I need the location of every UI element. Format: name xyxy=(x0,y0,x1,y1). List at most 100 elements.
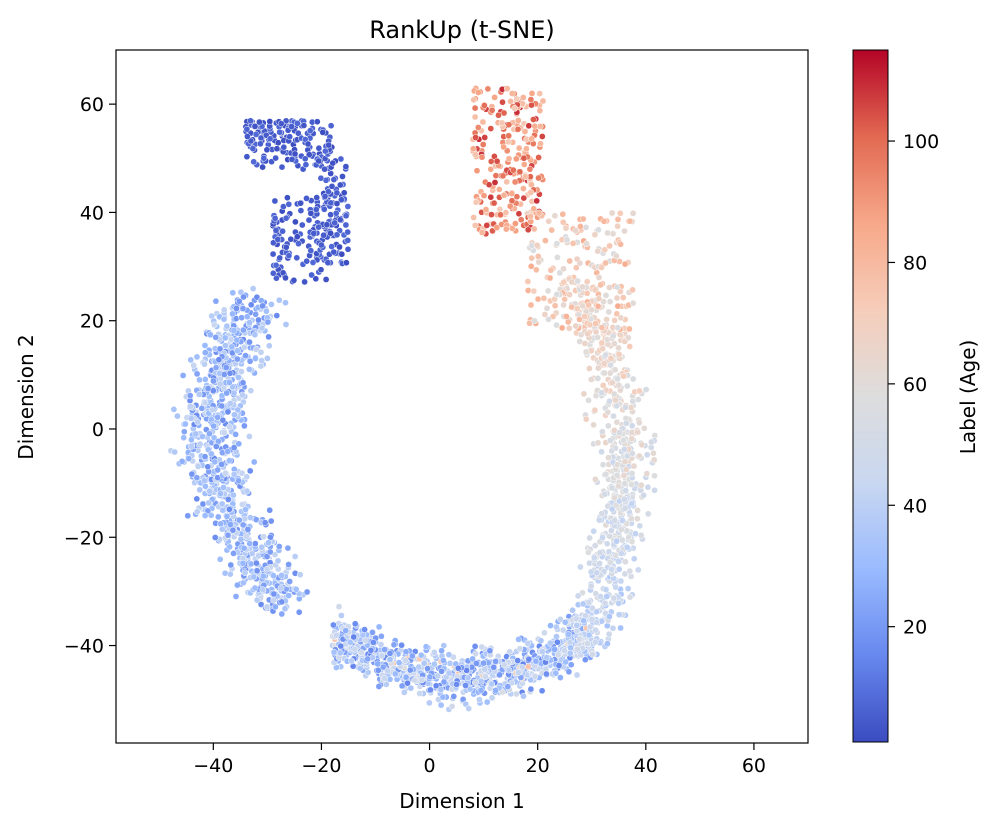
data-point xyxy=(272,261,280,269)
data-point xyxy=(592,320,600,327)
data-point xyxy=(214,513,222,521)
data-point xyxy=(588,615,596,623)
data-point xyxy=(437,701,445,709)
data-point xyxy=(231,411,238,419)
data-point xyxy=(338,612,345,619)
data-point xyxy=(498,119,506,127)
data-point xyxy=(327,229,334,237)
data-point xyxy=(411,676,419,684)
data-point xyxy=(291,150,299,158)
data-point xyxy=(537,637,545,645)
data-point xyxy=(339,173,346,180)
data-point xyxy=(500,143,507,151)
data-point xyxy=(220,371,228,378)
data-point xyxy=(350,633,358,641)
data-point xyxy=(626,217,634,225)
data-point xyxy=(278,572,285,579)
data-point xyxy=(450,693,458,700)
data-point xyxy=(560,265,567,273)
data-point xyxy=(246,467,254,475)
data-point xyxy=(492,687,499,694)
data-point xyxy=(626,593,634,601)
data-point xyxy=(615,558,622,565)
data-point xyxy=(386,650,394,657)
data-point xyxy=(473,660,480,667)
data-point xyxy=(235,374,242,381)
data-point xyxy=(256,118,263,126)
data-point xyxy=(308,271,315,279)
data-point xyxy=(594,375,602,382)
data-point xyxy=(235,298,243,305)
data-point xyxy=(201,453,209,460)
data-point xyxy=(343,259,350,267)
data-point xyxy=(483,222,491,229)
data-point xyxy=(279,227,286,235)
data-point xyxy=(398,682,406,690)
data-point xyxy=(603,540,611,548)
data-point xyxy=(196,376,203,384)
data-point xyxy=(539,97,547,105)
data-point xyxy=(330,648,338,656)
data-point xyxy=(219,506,227,514)
data-point xyxy=(569,606,576,614)
data-point xyxy=(648,438,655,446)
data-point xyxy=(622,558,629,566)
data-point xyxy=(535,209,543,217)
data-point xyxy=(303,588,311,596)
data-point xyxy=(241,515,249,523)
data-point xyxy=(603,316,610,323)
data-point xyxy=(527,96,535,103)
data-point xyxy=(555,662,563,669)
data-point xyxy=(493,157,501,165)
data-point xyxy=(282,299,289,307)
data-point xyxy=(608,447,616,455)
data-point xyxy=(487,193,495,201)
data-point xyxy=(574,277,582,285)
data-point xyxy=(490,199,498,207)
data-point xyxy=(471,104,479,112)
data-point xyxy=(552,669,560,677)
data-point xyxy=(603,593,611,600)
data-point xyxy=(375,623,383,631)
data-point xyxy=(230,470,238,478)
data-point xyxy=(275,543,283,550)
data-point xyxy=(307,210,315,217)
data-point xyxy=(332,209,340,217)
data-point xyxy=(409,652,416,660)
data-point xyxy=(251,331,259,339)
data-point xyxy=(601,369,608,377)
colorbar-tick-label: 40 xyxy=(903,495,927,517)
data-point xyxy=(478,153,486,161)
data-point xyxy=(610,390,618,398)
data-point xyxy=(370,639,377,646)
data-point xyxy=(226,423,233,431)
data-point xyxy=(614,216,622,223)
colorbar-ticks: 20 40 60 80 100 xyxy=(888,131,939,639)
data-point xyxy=(506,202,514,210)
data-point xyxy=(526,165,534,173)
data-point xyxy=(263,603,271,611)
data-point xyxy=(309,259,317,266)
data-point xyxy=(214,413,221,421)
data-point xyxy=(327,211,334,219)
data-point xyxy=(321,193,329,200)
data-point xyxy=(591,406,599,414)
data-point xyxy=(613,471,621,479)
data-point xyxy=(344,228,352,236)
data-point xyxy=(266,118,274,125)
data-point xyxy=(222,469,229,477)
data-point xyxy=(293,233,301,241)
data-point xyxy=(288,156,296,163)
data-point xyxy=(543,670,550,678)
data-point xyxy=(605,308,613,316)
data-point xyxy=(545,217,553,225)
data-point xyxy=(324,259,332,267)
data-point xyxy=(651,472,658,480)
data-point xyxy=(608,209,616,217)
data-point xyxy=(587,582,595,590)
data-point xyxy=(235,440,243,448)
data-point xyxy=(325,188,332,196)
data-point xyxy=(598,264,605,271)
data-point xyxy=(266,506,274,514)
data-point xyxy=(212,364,220,372)
